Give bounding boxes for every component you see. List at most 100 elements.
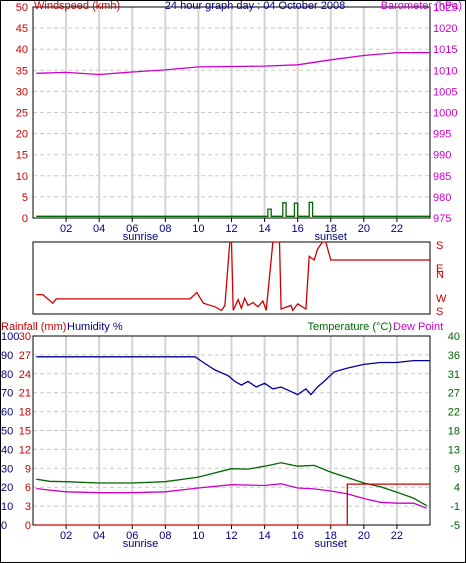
barometer-tick-label: 1005 <box>433 86 457 98</box>
sunset-label: sunset <box>315 231 347 243</box>
rainfall-line <box>36 483 430 526</box>
humidity-tick-label: 20 <box>1 482 13 494</box>
barometer-tick-label: 1020 <box>433 23 457 35</box>
x-tick-label: 18 <box>325 530 337 542</box>
temperature-tick-label: 22 <box>448 407 460 419</box>
x-tick-label: 10 <box>192 223 204 235</box>
sunrise-label: sunrise <box>123 538 158 550</box>
humidity-tick-label: 100 <box>1 331 19 343</box>
windspeed-tick-label: 40 <box>16 44 28 56</box>
windspeed-line <box>36 201 430 217</box>
x-tick-label: 12 <box>225 530 237 542</box>
barometer-tick-label: 1015 <box>433 44 457 56</box>
rainfall-tick-label: 15 <box>19 426 31 438</box>
barometer-axis-title: Barometer (hPa) <box>381 0 462 12</box>
temperature-tick-label: 18 <box>448 426 460 438</box>
humidity-tick-label: 60 <box>1 407 13 419</box>
windspeed-axis-title: Windspeed (kmh) <box>34 0 120 12</box>
windspeed-tick-label: 45 <box>16 23 28 35</box>
x-tick-label: 02 <box>60 530 72 542</box>
wind-direction-tick-label: E <box>436 263 443 275</box>
humidity-tick-label: 90 <box>1 350 13 362</box>
x-tick-label: 20 <box>358 223 370 235</box>
x-tick-label: 18 <box>325 223 337 235</box>
rainfall-tick-label: 21 <box>19 388 31 400</box>
humidity-tick-label: 10 <box>1 501 13 513</box>
temperature-tick-label: 4 <box>454 482 460 494</box>
temperature-tick-label: 13 <box>448 444 460 456</box>
x-tick-label: 04 <box>93 223 105 235</box>
x-tick-label: 02 <box>60 223 72 235</box>
temperature-line <box>36 462 428 507</box>
humidity-tick-label: 30 <box>1 463 13 475</box>
humidity-axis-title: Humidity % <box>67 321 123 333</box>
x-tick-label: 06 <box>126 223 138 235</box>
barometer-tick-label: 995 <box>433 129 451 141</box>
humidity-line <box>36 356 430 396</box>
x-tick-label: 22 <box>391 530 403 542</box>
barometer-tick-label: 1025 <box>433 2 457 14</box>
humidity-tick-label: 0 <box>1 520 7 532</box>
temperature-tick-label: 40 <box>448 331 460 343</box>
rainfall-tick-label: 24 <box>19 369 31 381</box>
x-tick-label: 22 <box>391 223 403 235</box>
temperature-axis-title: Temperature (°C) <box>308 321 392 333</box>
humidity-tick-label: 70 <box>1 388 13 400</box>
x-tick-label: 08 <box>159 530 171 542</box>
x-tick-label: 14 <box>258 530 270 542</box>
rainfall-tick-label: 27 <box>19 350 31 362</box>
wind-direction-tick-label: W <box>436 293 447 305</box>
chart-title: 24 hour graph day : 04 October 2008 <box>165 0 345 12</box>
barometer-tick-label: 980 <box>433 192 451 204</box>
barometer-tick-label: 1000 <box>433 108 457 120</box>
barometer-tick-label: 975 <box>433 213 451 225</box>
x-tick-label: 08 <box>159 223 171 235</box>
barometer-line <box>36 51 430 76</box>
rainfall-tick-label: 3 <box>25 501 31 513</box>
windspeed-tick-label: 10 <box>16 171 28 183</box>
rainfall-tick-label: 9 <box>25 463 31 475</box>
temperature-tick-label: 9 <box>454 463 460 475</box>
windspeed-tick-label: 0 <box>22 213 28 225</box>
wind-direction-line <box>36 241 430 312</box>
barometer-tick-label: 985 <box>433 171 451 183</box>
wind-direction-tick-label: S <box>436 240 443 252</box>
x-tick-label: 06 <box>126 530 138 542</box>
humidity-tick-label: 40 <box>1 444 13 456</box>
temperature-tick-label: -1 <box>450 501 460 513</box>
wind-direction-tick-label: N <box>436 269 444 281</box>
rainfall-axis-title: Rainfall (mm) <box>1 321 66 333</box>
windspeed-tick-label: 35 <box>16 65 28 77</box>
sunrise-label: sunrise <box>123 231 158 243</box>
dewpoint-line <box>36 483 427 509</box>
rainfall-tick-label: 6 <box>25 482 31 494</box>
temperature-tick-label: 31 <box>448 369 460 381</box>
temperature-tick-label: 36 <box>448 350 460 362</box>
rainfall-tick-label: 0 <box>25 520 31 532</box>
x-tick-label: 16 <box>292 530 304 542</box>
x-tick-label: 12 <box>225 223 237 235</box>
rainfall-tick-label: 30 <box>19 331 31 343</box>
barometer-tick-label: 990 <box>433 150 451 162</box>
windspeed-tick-label: 5 <box>22 192 28 204</box>
temperature-tick-label: 27 <box>448 388 460 400</box>
windspeed-tick-label: 30 <box>16 86 28 98</box>
humidity-tick-label: 80 <box>1 369 13 381</box>
windspeed-tick-label: 50 <box>16 2 28 14</box>
temperature-tick-label: -5 <box>450 520 460 532</box>
windspeed-tick-label: 25 <box>16 108 28 120</box>
sunset-label: sunset <box>315 538 347 550</box>
barometer-tick-label: 1010 <box>433 65 457 77</box>
windspeed-tick-label: 15 <box>16 150 28 162</box>
windspeed-tick-label: 20 <box>16 129 28 141</box>
dewpoint-axis-title: Dew Point <box>393 321 443 333</box>
x-tick-label: 14 <box>258 223 270 235</box>
x-tick-label: 20 <box>358 530 370 542</box>
x-tick-label: 04 <box>93 530 105 542</box>
x-tick-label: 10 <box>192 530 204 542</box>
rainfall-tick-label: 18 <box>19 407 31 419</box>
wind-direction-tick-label: S <box>436 306 443 318</box>
rainfall-tick-label: 12 <box>19 444 31 456</box>
humidity-tick-label: 50 <box>1 426 13 438</box>
